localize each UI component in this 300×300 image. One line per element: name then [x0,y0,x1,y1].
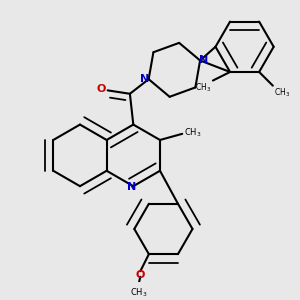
Text: N: N [140,74,149,83]
Text: N: N [127,182,136,192]
Text: O: O [97,84,106,94]
Text: CH$_3$: CH$_3$ [184,127,202,140]
Text: O: O [136,270,145,280]
Text: CH$_3$: CH$_3$ [130,287,147,299]
Text: N: N [199,55,208,65]
Text: CH$_3$: CH$_3$ [274,87,290,99]
Text: CH$_3$: CH$_3$ [195,82,211,94]
